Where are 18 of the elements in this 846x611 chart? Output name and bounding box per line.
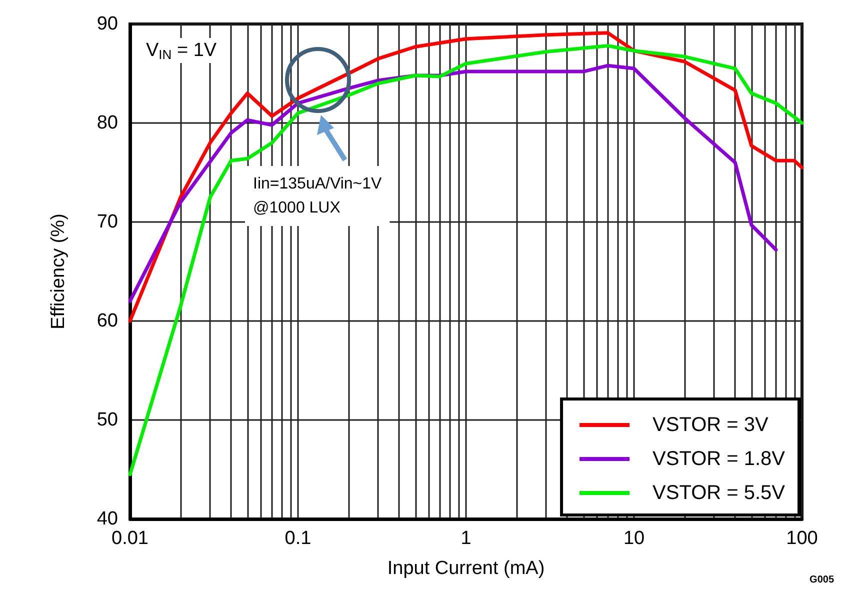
annotation: Iin=135uA/Vin~1V @1000 LUX: [253, 176, 382, 216]
x-axis-title: Input Current (mA): [387, 558, 545, 579]
y-tick-label: 90: [96, 14, 118, 34]
text: G005: [810, 574, 834, 586]
y-axis-title: Efficiency (%): [48, 214, 69, 330]
x-tick-label: 1: [460, 528, 472, 549]
x-tick-label: 0.1: [284, 528, 312, 549]
legend-label: VSTOR = 1.8V: [652, 448, 786, 470]
y-tick-label: 40: [96, 508, 118, 530]
x-tick-label: 100: [786, 528, 818, 549]
legend-label: VSTOR = 5.5V: [652, 482, 786, 504]
y-tick-label: 80: [96, 112, 118, 134]
y-tick-label: 70: [96, 212, 118, 232]
x-tick-label: 10: [623, 528, 645, 549]
y-tick-label: 50: [96, 410, 118, 430]
y-tick-label: 60: [96, 310, 118, 332]
legend-label: VSTOR = 3V: [652, 414, 769, 436]
x-tick-label: 0.01: [112, 528, 148, 549]
